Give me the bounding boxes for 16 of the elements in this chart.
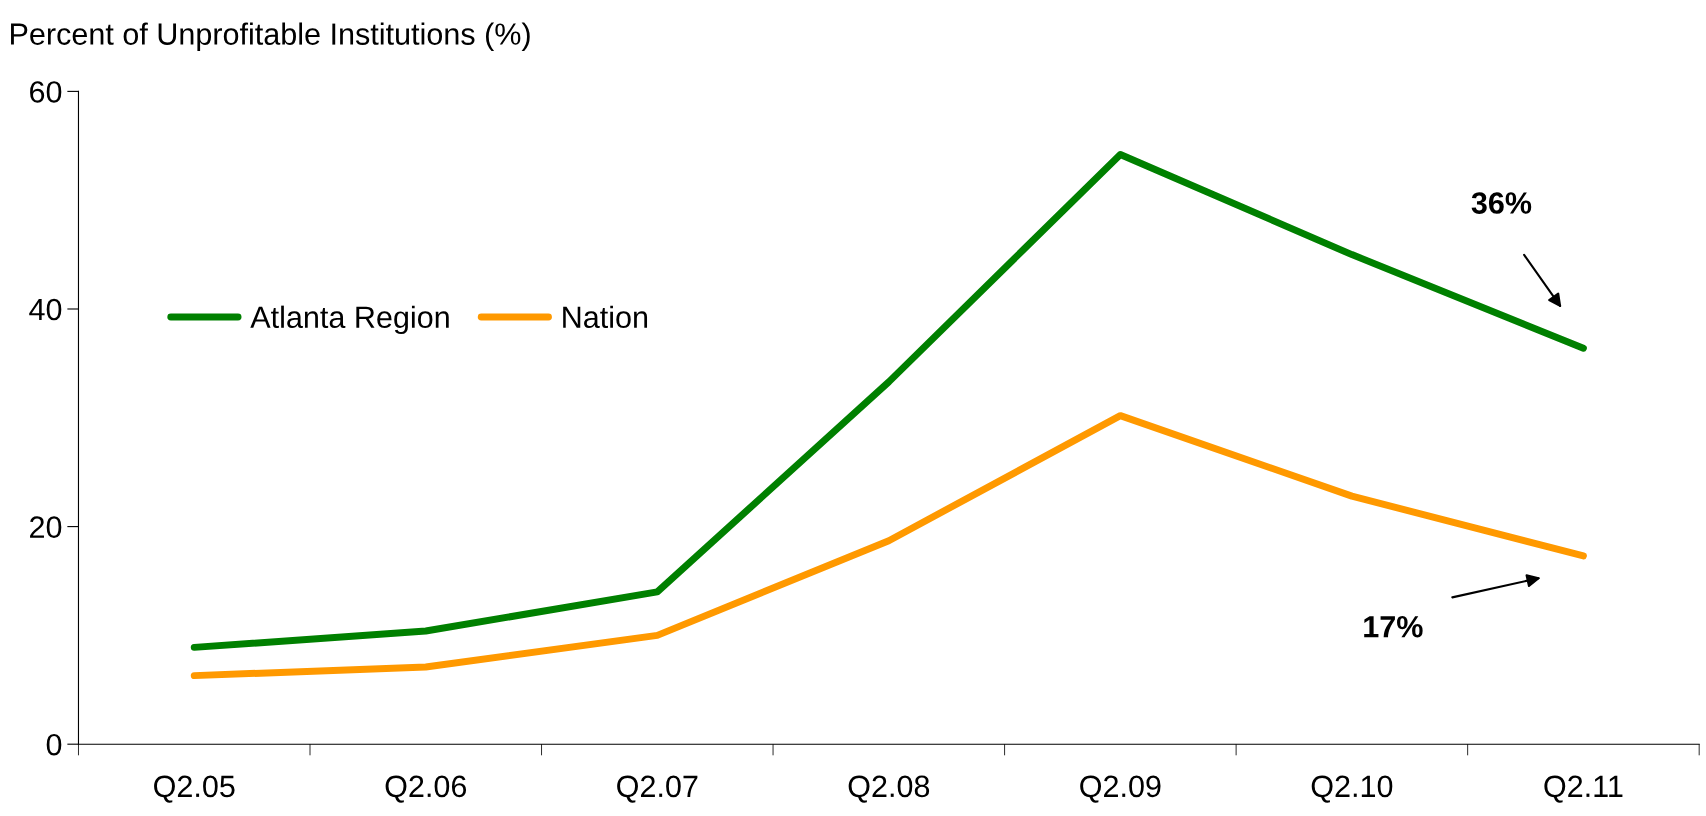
x-tick-label: Q2.11 xyxy=(1544,775,1623,803)
annotation: 17% xyxy=(1364,615,1423,638)
y-tick-label: 60 xyxy=(30,81,62,103)
legend-label: Nation xyxy=(563,305,648,329)
x-tick-label: Q2.08 xyxy=(848,775,930,803)
x-tick-label: Q2.09 xyxy=(1080,775,1161,803)
x-tick-label: Q2.06 xyxy=(385,775,467,803)
x-tick-label: Q2.07 xyxy=(617,775,698,803)
y-axis-title: Percent of Unprofitable Institutions (%) xyxy=(11,22,530,51)
y-tick-label: 40 xyxy=(29,298,62,321)
legend-label: Atlanta Region xyxy=(250,305,449,335)
annotation: 36% xyxy=(1471,192,1532,214)
y-tick-label: 0 xyxy=(46,733,62,756)
x-tick-label: Q2.05 xyxy=(154,775,235,803)
y-tick-label: 20 xyxy=(30,516,62,538)
x-tick-label: Q2.10 xyxy=(1311,775,1393,803)
